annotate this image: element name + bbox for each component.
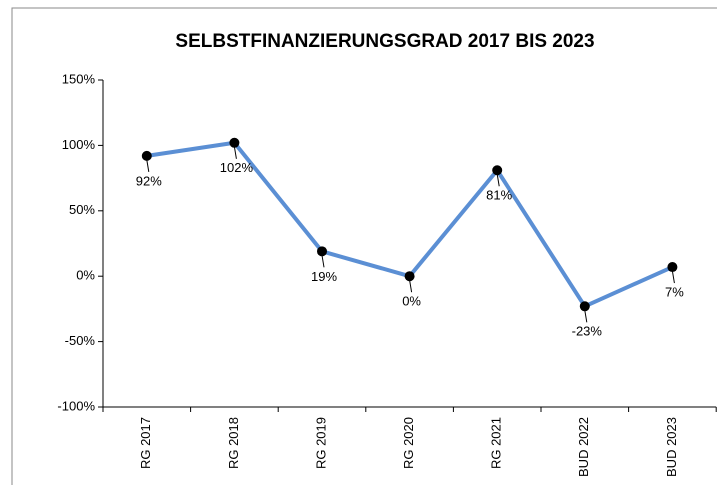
marker bbox=[317, 246, 327, 257]
marker bbox=[492, 165, 503, 176]
x-tick-label: RG 2017 bbox=[138, 417, 153, 469]
x-tick-label: BUD 2023 bbox=[664, 417, 679, 477]
label-leader bbox=[321, 255, 325, 268]
data-label: 7% bbox=[665, 284, 684, 299]
marker bbox=[229, 137, 240, 148]
y-tick-label: -50% bbox=[65, 333, 96, 348]
data-label: -23% bbox=[572, 324, 603, 339]
x-tick-label: RG 2020 bbox=[401, 417, 416, 469]
y-tick-label: 150% bbox=[62, 71, 96, 86]
data-label: 19% bbox=[311, 269, 337, 284]
x-tick-label: RG 2018 bbox=[226, 417, 241, 469]
label-leader bbox=[409, 280, 413, 293]
data-label: 0% bbox=[402, 294, 421, 309]
data-label: 102% bbox=[220, 160, 254, 175]
y-tick-label: 100% bbox=[62, 137, 96, 152]
label-leader bbox=[584, 310, 588, 323]
label-leader bbox=[233, 146, 237, 159]
y-tick-label: 0% bbox=[76, 268, 95, 283]
y-tick-label: -100% bbox=[57, 398, 95, 413]
x-tick-label: RG 2021 bbox=[489, 417, 504, 469]
data-label: 81% bbox=[486, 188, 512, 203]
marker bbox=[667, 262, 678, 273]
label-leader bbox=[671, 270, 675, 284]
marker bbox=[404, 271, 415, 282]
chart-frame bbox=[11, 7, 717, 485]
data-label: 92% bbox=[136, 173, 162, 188]
marker bbox=[141, 150, 152, 161]
x-tick-label: RG 2019 bbox=[313, 417, 328, 469]
label-leader bbox=[146, 159, 150, 172]
marker bbox=[579, 301, 590, 312]
y-tick-label: 50% bbox=[69, 202, 95, 217]
label-leader bbox=[496, 174, 500, 187]
chart-title: SELBSTFINANZIERUNGSGRAD 2017 BIS 2023 bbox=[175, 31, 594, 52]
x-tick-label: BUD 2022 bbox=[576, 417, 591, 477]
